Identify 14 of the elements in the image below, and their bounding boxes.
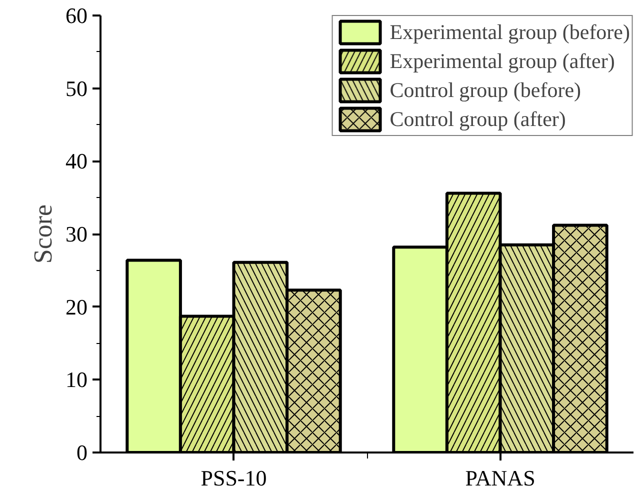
y-tick-label: 30 [66, 222, 88, 246]
y-tick-label: 20 [66, 294, 88, 320]
legend-label: Control group (after) [390, 106, 566, 132]
legend-label: Control group (before) [390, 77, 582, 103]
y-tick-label: 50 [66, 76, 88, 101]
y-axis-title: Score [28, 204, 58, 264]
y-tick-label: 40 [66, 148, 88, 174]
y-tick-label: 60 [66, 3, 88, 28]
y-tick-label: 0 [76, 440, 88, 465]
x-tick-label: PANAS [465, 466, 536, 490]
x-tick-label: PSS-10 [200, 466, 267, 490]
y-tick-label: 10 [66, 367, 88, 392]
legend-label: Experimental group (after) [390, 48, 615, 74]
legend-label: Experimental group (before) [390, 19, 630, 45]
